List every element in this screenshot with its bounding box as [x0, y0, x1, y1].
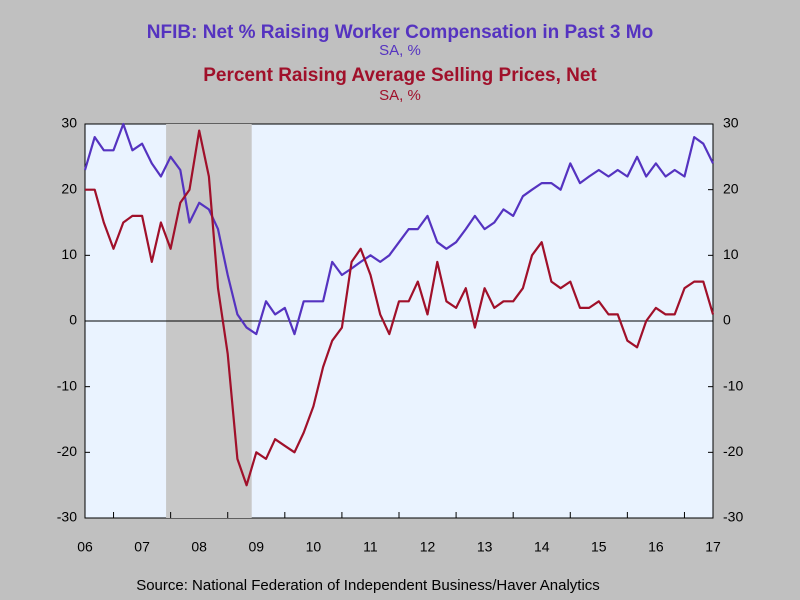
subtitle-2: SA, %: [379, 87, 421, 104]
series-line: [83, 122, 714, 336]
y-tick-label: -20: [57, 443, 77, 459]
y2-tick-label: -30: [723, 509, 743, 525]
y2-tick-label: 10: [723, 246, 739, 262]
subtitle-1: SA, %: [379, 42, 421, 59]
y-tick-label: -10: [57, 377, 77, 393]
x-tick-label: 08: [191, 539, 207, 555]
x-tick-label: 16: [648, 539, 664, 555]
y-tick-label: 10: [61, 246, 77, 262]
x-tick-label: 12: [420, 539, 436, 555]
x-tick-label: 13: [477, 539, 493, 555]
title-1: NFIB: Net % Raising Worker Compensation …: [147, 22, 653, 43]
y2-tick-label: -10: [723, 377, 743, 393]
x-tick-label: 10: [306, 539, 322, 555]
x-tick-label: 14: [534, 539, 550, 555]
x-tick-label: 15: [591, 539, 607, 555]
y-tick-label: 0: [69, 312, 77, 328]
y-tick-label: -30: [57, 509, 77, 525]
x-tick-label: 06: [77, 539, 93, 555]
y2-tick-label: 30: [723, 115, 739, 131]
title-2: Percent Raising Average Selling Prices, …: [203, 65, 597, 86]
y-tick-label: 30: [61, 115, 77, 131]
series-line: [85, 129, 715, 487]
x-tick-label: 07: [134, 539, 150, 555]
source: Source: National Federation of Independe…: [136, 577, 600, 594]
y2-tick-label: 0: [723, 312, 731, 328]
y-tick-label: 20: [61, 180, 77, 196]
x-tick-label: 11: [363, 539, 378, 555]
y2-tick-label: 20: [723, 180, 739, 196]
x-tick-label: 09: [248, 539, 264, 555]
x-tick-label: 17: [705, 539, 721, 555]
y2-tick-label: -20: [723, 443, 743, 459]
